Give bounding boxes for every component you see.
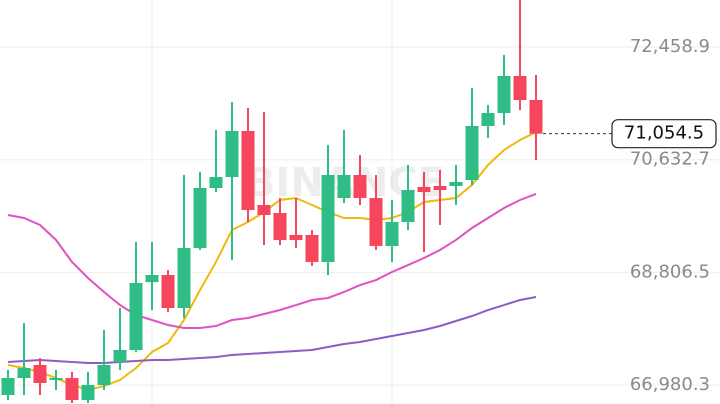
last-price-label: 71,054.5 <box>624 123 704 144</box>
candle-body <box>465 126 479 180</box>
y-tick-label: 68,806.5 <box>630 261 710 282</box>
moving-average-line <box>7 193 537 329</box>
candle-body <box>385 222 399 247</box>
candle-body <box>481 113 495 127</box>
candle-body <box>449 181 463 187</box>
candle-body <box>353 175 367 199</box>
candle-body <box>145 275 159 283</box>
candle-body <box>209 176 223 189</box>
candle-body <box>65 378 79 400</box>
candle-body <box>1 378 15 395</box>
candle-body <box>529 100 543 134</box>
candle-body <box>81 384 95 400</box>
candle-body <box>369 198 383 247</box>
candle-body <box>401 190 415 223</box>
y-tick-label: 72,458.9 <box>630 36 710 57</box>
candle-body <box>193 188 207 249</box>
candle-body <box>177 248 191 308</box>
last-price-box <box>611 119 717 149</box>
y-tick-label: 66,980.3 <box>630 374 710 395</box>
candle-body <box>513 75 527 101</box>
candle-body <box>17 367 31 379</box>
candle-body <box>305 234 319 262</box>
candle-body <box>241 130 255 210</box>
candle-body <box>33 364 47 383</box>
moving-average-line <box>7 131 537 392</box>
candle-body <box>337 175 351 199</box>
candle-body <box>97 364 111 385</box>
candle-body <box>49 378 63 381</box>
candle-body <box>273 213 287 241</box>
candle-body <box>257 204 271 216</box>
candle-body <box>225 130 239 177</box>
candle-body <box>417 187 431 193</box>
candle-body <box>433 186 447 191</box>
candle-body <box>129 282 143 351</box>
candle-body <box>161 275 175 308</box>
candle-body <box>289 234 303 241</box>
candle-body <box>321 175 335 262</box>
candle-body <box>497 75 511 114</box>
candle-body <box>113 350 127 362</box>
y-tick-label: 70,632.7 <box>630 149 710 170</box>
moving-average-line <box>7 296 537 364</box>
